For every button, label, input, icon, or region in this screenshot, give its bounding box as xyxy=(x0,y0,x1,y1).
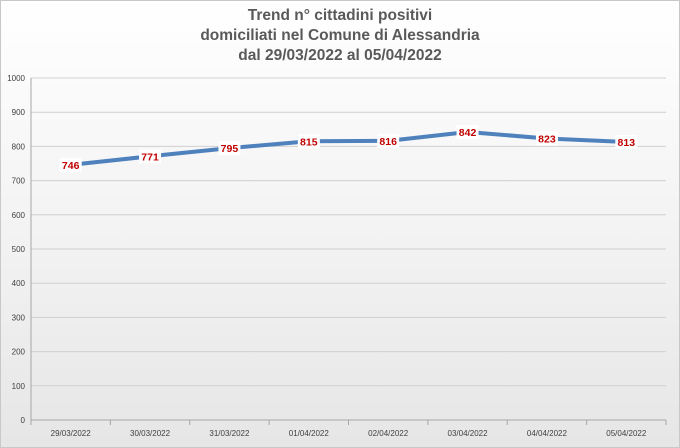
y-tick-label: 700 xyxy=(12,177,26,186)
data-label: 815 xyxy=(300,136,318,148)
y-tick-label: 800 xyxy=(12,142,26,151)
x-tick-label: 03/04/2022 xyxy=(448,429,489,438)
chart-title-line-2: domiciliati nel Comune di Alessandria xyxy=(200,27,480,44)
data-label-bg xyxy=(139,149,162,164)
chart-title-line-3: dal 29/03/2022 al 05/04/2022 xyxy=(238,47,442,64)
x-tick-label: 31/03/2022 xyxy=(209,429,250,438)
x-tick-label: 02/04/2022 xyxy=(368,429,409,438)
data-label-bg xyxy=(59,157,82,172)
x-tick-label: 04/04/2022 xyxy=(527,429,568,438)
data-label: 842 xyxy=(459,127,477,139)
data-label-bg xyxy=(456,125,479,140)
data-label: 813 xyxy=(618,137,636,149)
x-tick-label: 05/04/2022 xyxy=(606,429,647,438)
x-tick-label: 30/03/2022 xyxy=(130,429,171,438)
chart-title-line-1: Trend n° cittadini positivi xyxy=(247,7,433,24)
x-tick-label: 29/03/2022 xyxy=(51,429,92,438)
y-tick-label: 400 xyxy=(12,279,26,288)
x-tick-label: 01/04/2022 xyxy=(289,429,330,438)
data-label-bg xyxy=(377,133,400,148)
data-label: 816 xyxy=(379,136,397,148)
y-tick-label: 100 xyxy=(12,382,26,391)
data-label: 823 xyxy=(538,134,556,146)
data-label-bg xyxy=(535,131,558,146)
y-tick-label: 200 xyxy=(12,348,26,357)
y-tick-label: 600 xyxy=(12,211,26,220)
data-label: 771 xyxy=(141,151,159,163)
data-label: 746 xyxy=(62,160,80,172)
data-label-bg xyxy=(297,134,320,149)
chart-title: Trend n° cittadini positivi domiciliati … xyxy=(0,6,680,66)
y-tick-label: 900 xyxy=(12,108,26,117)
data-label-bg xyxy=(218,141,241,156)
series-line xyxy=(68,130,629,167)
data-label: 795 xyxy=(221,143,239,155)
data-label-bg xyxy=(615,134,638,149)
y-tick-label: 500 xyxy=(12,245,26,254)
y-tick-label: 300 xyxy=(12,313,26,322)
y-tick-label: 0 xyxy=(21,416,26,425)
y-tick-label: 1000 xyxy=(7,74,25,83)
